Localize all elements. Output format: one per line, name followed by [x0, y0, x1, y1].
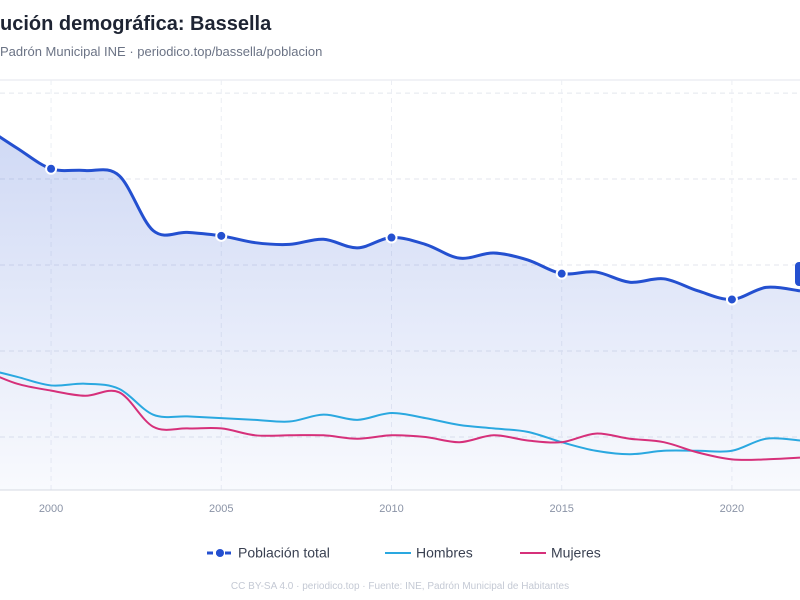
- line: [0, 371, 800, 456]
- chart-title: ución demográfica: Bassella: [0, 13, 272, 35]
- footer: CC BY-SA 4.0 · periodico.top · Fuente: I…: [231, 581, 569, 592]
- legend-item: Población total: [207, 545, 330, 561]
- chart-subtitle: Padrón Municipal INE · periodico.top/bas…: [0, 44, 322, 59]
- point: [725, 293, 738, 306]
- point: [555, 267, 568, 280]
- area: [0, 137, 800, 490]
- point: [45, 162, 58, 175]
- plot-area: [0, 80, 800, 490]
- point: [215, 229, 228, 242]
- legend-label: Mujeres: [551, 545, 601, 561]
- legend-label: Población total: [238, 545, 330, 561]
- legend-item: Mujeres: [520, 545, 601, 561]
- x-tick-label: 2010: [379, 503, 403, 515]
- point: [385, 231, 398, 244]
- line: [0, 376, 800, 461]
- x-tick-label: 2015: [549, 503, 573, 515]
- legend-item: Hombres: [385, 545, 473, 561]
- x-tick-label: 2000: [39, 503, 63, 515]
- x-tick-label: 2005: [209, 503, 233, 515]
- legend-dot: [216, 549, 224, 557]
- legend-label: Hombres: [416, 545, 473, 561]
- tooltip-edge: [795, 262, 800, 286]
- x-tick-label: 2020: [720, 503, 744, 515]
